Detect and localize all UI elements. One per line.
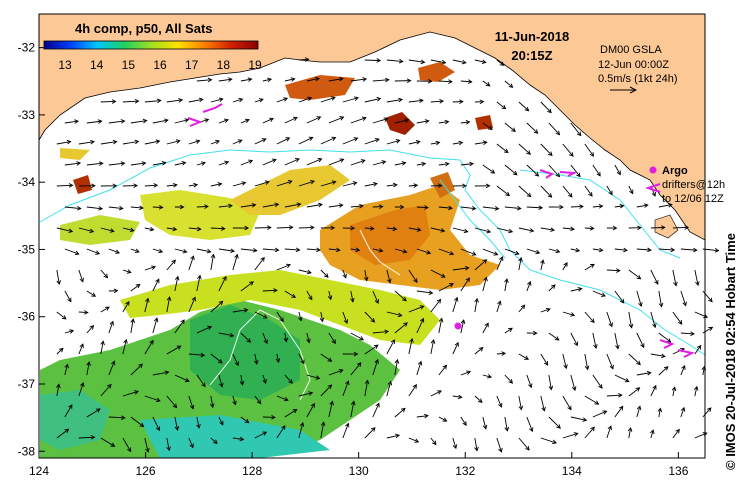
- y-tick-label: -36: [18, 310, 36, 324]
- model-name: DM00 GSLA: [600, 44, 662, 56]
- x-tick-label: 126: [136, 464, 156, 478]
- y-tick-label: -38: [18, 444, 36, 458]
- drifter-range: to 12/06 12Z: [662, 193, 724, 205]
- imos-credit: © IMOS 20-Jul-2018 02:54 Hobart Time: [723, 233, 738, 470]
- y-tick-label: -33: [18, 108, 36, 122]
- y-tick-label: -35: [18, 242, 36, 256]
- y-tick-label: -34: [18, 175, 36, 189]
- colorbar-gradient: [44, 41, 258, 49]
- x-tick-label: 132: [455, 464, 475, 478]
- colorbar-label: 16: [153, 58, 167, 72]
- colorbar-label: 17: [185, 58, 199, 72]
- colorbar-label: 14: [90, 58, 104, 72]
- colorbar-label: 18: [217, 58, 231, 72]
- vector-scale: 0.5m/s (1kt 24h): [598, 73, 677, 85]
- y-tick-label: -32: [18, 41, 36, 55]
- colorbar-label: 13: [58, 58, 72, 72]
- y-tick-label: -37: [18, 377, 36, 391]
- x-tick-label: 124: [29, 464, 49, 478]
- argo-float-marker: [455, 323, 462, 330]
- map-time: 20:15Z: [511, 48, 552, 63]
- x-tick-label: 128: [242, 464, 262, 478]
- colorbar-title: 4h comp, p50, All Sats: [75, 21, 213, 36]
- argo-legend-marker: [650, 167, 657, 174]
- map-date: 11-Jun-2018: [495, 29, 569, 44]
- argo-label: Argo: [662, 165, 688, 177]
- x-tick-label: 136: [668, 464, 688, 478]
- colorbar-label: 15: [122, 58, 136, 72]
- x-tick-label: 130: [349, 464, 369, 478]
- model-time: 12-Jun 00:00Z: [598, 59, 669, 71]
- colorbar-label: 19: [248, 58, 262, 72]
- x-tick-label: 134: [562, 464, 582, 478]
- drifter-label: drifters@12h: [662, 179, 725, 191]
